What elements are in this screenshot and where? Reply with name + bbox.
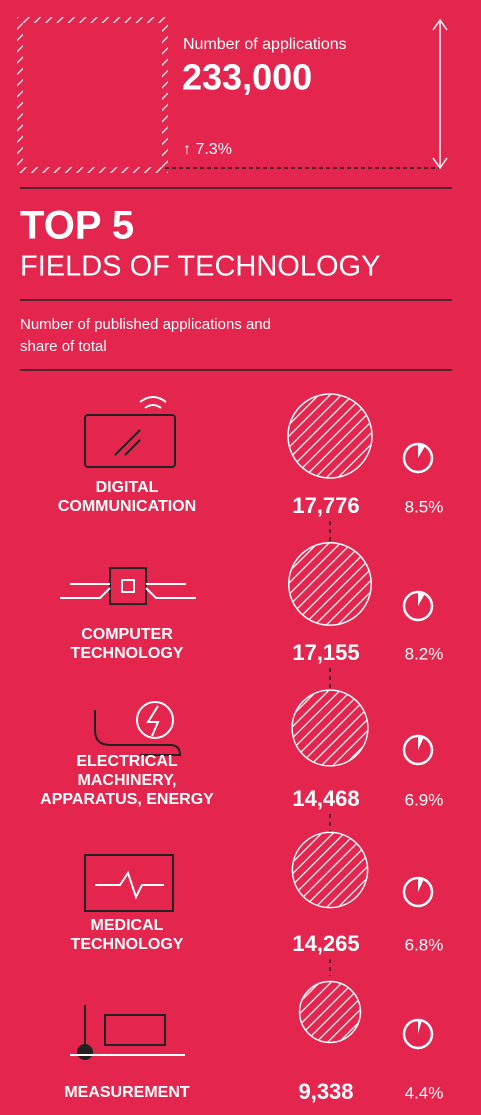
- value-circle: [287, 541, 373, 627]
- field-name: COMPUTER: [81, 626, 173, 643]
- field-name: APPARATUS, ENERGY: [40, 791, 214, 808]
- field-name: TECHNOLOGY: [71, 936, 184, 953]
- value-label: 17,776: [292, 493, 359, 518]
- share-pie: [418, 592, 425, 606]
- header-total: 233,000: [182, 57, 312, 98]
- value-circle: [287, 393, 373, 479]
- field-name: ELECTRICAL: [76, 753, 178, 770]
- share-label: 6.9%: [405, 790, 444, 809]
- icons: [60, 396, 196, 1060]
- share-pie: [418, 736, 424, 750]
- share-pie: [418, 1020, 422, 1034]
- share-label: 6.8%: [405, 935, 444, 954]
- value-circle: [291, 831, 369, 909]
- description: Number of published applications and: [20, 316, 271, 333]
- header-box: [17, 17, 448, 173]
- field-name: MEDICAL: [91, 917, 164, 934]
- value-label: 14,468: [292, 786, 359, 811]
- header-label: Number of applications: [183, 36, 347, 53]
- title: TOP 5: [20, 204, 134, 248]
- field-name: TECHNOLOGY: [71, 645, 184, 662]
- field-name: COMMUNICATION: [58, 498, 196, 515]
- share-label: 4.4%: [405, 1083, 444, 1102]
- share-pie: [418, 444, 426, 458]
- subtitle: FIELDS OF TECHNOLOGY: [20, 251, 380, 283]
- value-label: 14,265: [292, 931, 359, 956]
- share-label: 8.5%: [405, 497, 444, 516]
- description: share of total: [20, 338, 107, 355]
- header-change: ↑ 7.3%: [183, 141, 232, 158]
- value-circle: [291, 689, 369, 767]
- share-pie: [418, 878, 424, 892]
- field-name: DIGITAL: [96, 479, 159, 496]
- share-label: 8.2%: [405, 644, 444, 663]
- value-label: 9,338: [298, 1079, 353, 1104]
- value-label: 17,155: [292, 640, 359, 665]
- field-name: MACHINERY,: [78, 772, 177, 789]
- field-name: MEASUREMENT: [64, 1084, 190, 1101]
- value-circle: [298, 980, 362, 1044]
